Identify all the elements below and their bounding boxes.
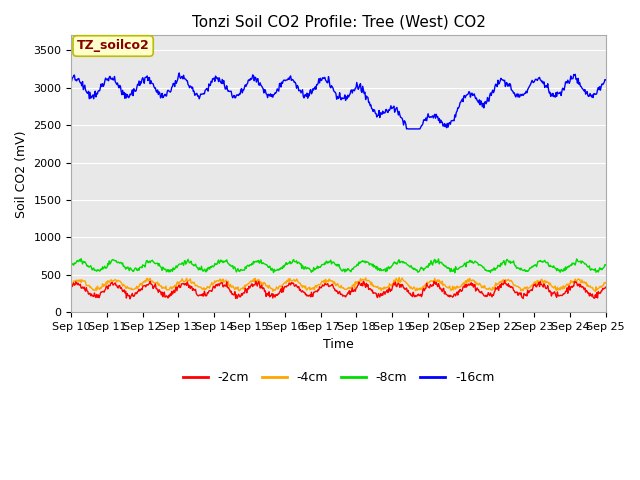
-4cm [602, 280, 609, 286]
-8cm [602, 262, 609, 268]
-8cm [68, 262, 76, 268]
-16cm [404, 126, 412, 132]
Y-axis label: Soil CO2 (mV): Soil CO2 (mV) [15, 130, 28, 217]
-2cm [77, 285, 85, 291]
Title: Tonzi Soil CO2 Profile: Tree (West) CO2: Tonzi Soil CO2 Profile: Tree (West) CO2 [191, 15, 486, 30]
-2cm [420, 286, 428, 291]
-2cm [188, 284, 195, 289]
Line: -8cm: -8cm [72, 259, 605, 273]
-8cm [216, 260, 223, 266]
Text: TZ_soilco2: TZ_soilco2 [77, 39, 150, 52]
Line: -16cm: -16cm [72, 73, 605, 129]
-16cm [77, 80, 85, 86]
Line: -2cm: -2cm [72, 280, 605, 299]
-16cm [132, 88, 140, 94]
-16cm [188, 84, 195, 89]
-8cm [420, 268, 428, 274]
-16cm [420, 117, 428, 123]
-16cm [216, 75, 223, 81]
X-axis label: Time: Time [323, 337, 354, 351]
-2cm [500, 277, 508, 283]
-8cm [404, 262, 412, 268]
-2cm [404, 288, 412, 293]
-2cm [602, 284, 609, 290]
-2cm [133, 291, 141, 297]
-4cm [420, 285, 428, 291]
-8cm [188, 258, 195, 264]
-4cm [396, 275, 403, 280]
-16cm [405, 126, 413, 132]
-8cm [451, 270, 459, 276]
-4cm [404, 282, 412, 288]
-8cm [133, 267, 141, 273]
-4cm [68, 280, 76, 286]
-4cm [214, 278, 222, 284]
-2cm [216, 283, 223, 288]
-16cm [602, 77, 609, 83]
-4cm [132, 286, 140, 291]
-8cm [77, 256, 85, 262]
-8cm [78, 258, 86, 264]
-4cm [186, 276, 194, 282]
-2cm [68, 283, 76, 289]
Legend: -2cm, -4cm, -8cm, -16cm: -2cm, -4cm, -8cm, -16cm [178, 366, 499, 389]
Line: -4cm: -4cm [72, 277, 605, 291]
-2cm [126, 296, 134, 302]
-4cm [77, 280, 85, 286]
-16cm [175, 70, 183, 76]
-16cm [68, 79, 76, 84]
-4cm [591, 288, 599, 294]
